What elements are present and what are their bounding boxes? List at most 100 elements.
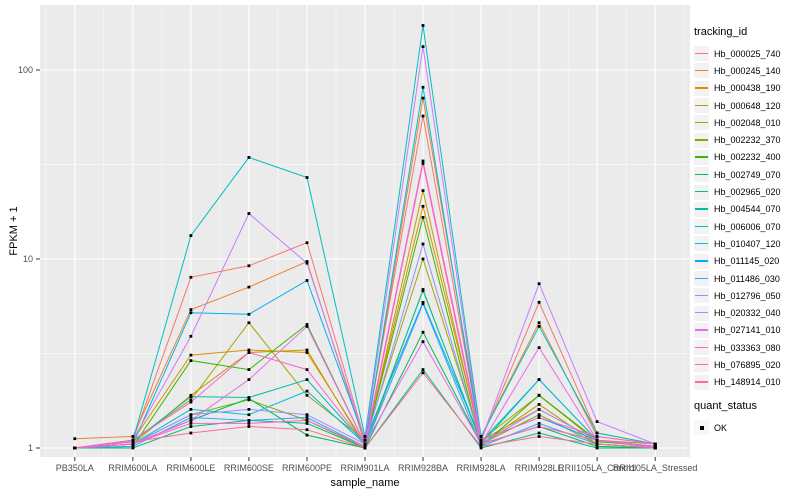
x-axis-title: sample_name — [330, 477, 400, 489]
legend-key-swatch — [694, 46, 709, 62]
legend-line-icon — [695, 104, 708, 106]
legend-key-swatch — [694, 340, 709, 356]
data-point — [421, 162, 425, 165]
data-point — [421, 330, 425, 334]
data-point — [189, 416, 193, 419]
legend-item-label: Hb_002232_370 — [714, 135, 781, 146]
data-point — [537, 378, 541, 381]
data-point — [363, 446, 367, 450]
legend-quant-status: quant_status OK — [694, 400, 800, 436]
data-point — [131, 445, 135, 448]
data-point — [305, 393, 309, 397]
data-point — [305, 261, 309, 265]
data-point — [305, 279, 309, 282]
data-point — [247, 408, 251, 411]
data-point — [131, 442, 135, 446]
data-point — [189, 398, 193, 402]
data-point — [189, 308, 193, 311]
legend-key-swatch — [694, 219, 709, 235]
data-point — [653, 446, 657, 450]
legend-key-swatch — [694, 184, 709, 200]
x-tick-label: RRIM928LE — [515, 463, 564, 473]
legend-key-swatch — [694, 305, 709, 321]
legend-item-label: Hb_004544_070 — [714, 204, 781, 215]
data-point — [537, 282, 541, 286]
data-point — [305, 368, 309, 371]
legend-item-label: Hb_002749_070 — [714, 169, 781, 180]
data-point — [421, 257, 425, 261]
legend-key-swatch — [694, 322, 709, 338]
data-point — [189, 275, 193, 279]
data-point — [305, 433, 309, 437]
legend-item-label: Hb_002965_020 — [714, 187, 781, 198]
data-point — [247, 285, 251, 289]
quant-status-title: quant_status — [694, 400, 757, 412]
legend-item-label: Hb_000025_740 — [714, 48, 781, 59]
data-point — [247, 413, 251, 417]
data-point — [595, 446, 599, 450]
y-tick-label: 1 — [28, 443, 33, 453]
data-point — [131, 435, 135, 438]
x-tick-label: RRII105LA_Stressed — [613, 463, 698, 473]
data-point — [305, 419, 309, 422]
legend-item: Hb_011145_020 — [694, 253, 800, 270]
data-point — [189, 234, 193, 237]
legend-item-label: Hb_076895_020 — [714, 359, 781, 370]
legend-line-icon — [695, 363, 708, 366]
data-point — [305, 428, 309, 432]
data-point — [247, 368, 251, 371]
data-point — [247, 312, 251, 316]
legend-line-icon — [695, 121, 708, 124]
data-point — [421, 371, 425, 375]
data-point — [189, 413, 193, 417]
legend-item: Hb_027141_010 — [694, 322, 800, 339]
legend-key-swatch — [694, 374, 709, 390]
legend-key-swatch — [694, 288, 709, 304]
data-point — [421, 24, 425, 27]
data-point — [305, 378, 309, 381]
legend-item-label: Hb_011486_030 — [714, 273, 780, 284]
data-point — [595, 440, 599, 444]
legend-line-icon — [695, 191, 708, 193]
legend-title: tracking_id — [694, 26, 748, 38]
legend-item-label: Hb_012796_050 — [714, 290, 781, 301]
data-point — [189, 422, 193, 425]
legend-key-swatch — [694, 132, 709, 148]
y-axis-title: FPKM + 1 — [8, 206, 20, 256]
data-point — [537, 321, 541, 325]
data-point — [595, 420, 599, 423]
legend-key-swatch — [694, 149, 709, 165]
legend-line-icon — [695, 139, 708, 141]
data-point — [479, 440, 483, 444]
data-point — [363, 435, 367, 438]
legend-line-icon — [695, 173, 708, 176]
legend-item: Hb_012796_050 — [694, 287, 800, 304]
legend-key-swatch — [694, 253, 709, 269]
legend-key-swatch — [694, 236, 709, 252]
data-point — [421, 302, 425, 306]
legend-item: Hb_006006_070 — [694, 218, 800, 235]
legend-item: Hb_020332_040 — [694, 304, 800, 321]
legend-item: Hb_000648_120 — [694, 97, 800, 114]
x-tick-label: RRIM901LA — [340, 463, 389, 473]
legend-item: Hb_076895_020 — [694, 356, 800, 373]
data-point — [479, 442, 483, 446]
legend-item: Hb_000025_740 — [694, 45, 800, 62]
data-point — [73, 446, 77, 450]
data-point — [305, 348, 309, 352]
data-point — [305, 422, 309, 425]
legend-item-label: Hb_002048_010 — [714, 117, 781, 128]
legend-line-icon — [695, 260, 708, 262]
legend-line-icon — [695, 312, 708, 314]
data-point — [73, 437, 77, 441]
legend-line-icon — [695, 381, 708, 383]
legend-key-swatch — [694, 271, 709, 286]
x-tick-label: PB350LA — [56, 463, 94, 473]
data-point — [305, 351, 309, 354]
data-point — [305, 176, 309, 179]
legend-line-icon — [695, 208, 708, 210]
data-point — [131, 446, 135, 450]
data-point — [363, 442, 367, 446]
data-point — [421, 242, 425, 246]
